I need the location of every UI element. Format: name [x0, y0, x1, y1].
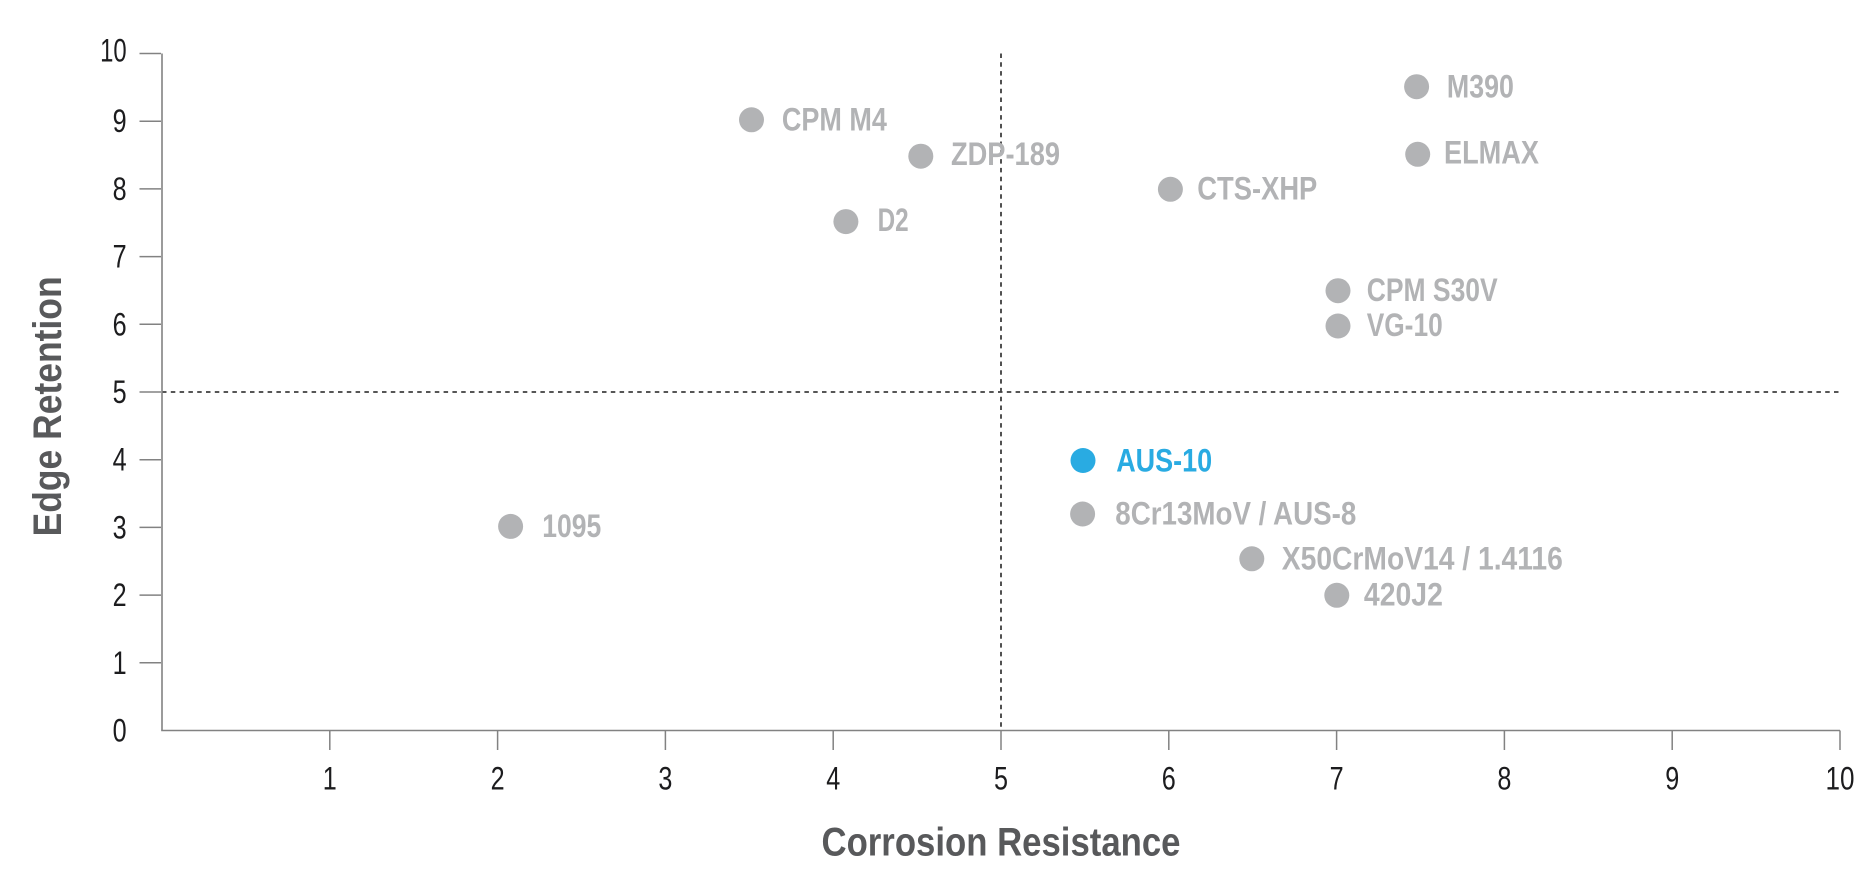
- svg-text:10: 10: [1826, 761, 1855, 797]
- svg-text:6: 6: [1162, 761, 1176, 797]
- svg-text:7: 7: [113, 239, 127, 275]
- svg-text:0: 0: [113, 713, 127, 749]
- svg-text:4: 4: [826, 761, 840, 797]
- svg-text:1: 1: [113, 645, 127, 681]
- svg-text:8Cr13MoV / AUS-8: 8Cr13MoV / AUS-8: [1115, 496, 1356, 532]
- svg-text:D2: D2: [878, 202, 909, 238]
- svg-text:VG-10: VG-10: [1367, 307, 1443, 343]
- svg-text:5: 5: [994, 761, 1008, 797]
- svg-text:1095: 1095: [542, 508, 601, 544]
- svg-text:Corrosion Resistance: Corrosion Resistance: [822, 821, 1181, 865]
- svg-text:Edge Retention: Edge Retention: [26, 276, 70, 536]
- svg-text:2: 2: [113, 577, 127, 613]
- svg-text:X50CrMoV14 / 1.4116: X50CrMoV14 / 1.4116: [1282, 540, 1563, 576]
- svg-text:5: 5: [113, 374, 127, 410]
- svg-text:8: 8: [113, 171, 127, 207]
- svg-text:CPM M4: CPM M4: [782, 101, 887, 137]
- svg-text:9: 9: [1665, 761, 1679, 797]
- svg-text:420J2: 420J2: [1364, 577, 1443, 613]
- svg-text:2: 2: [491, 761, 505, 797]
- svg-text:8: 8: [1497, 761, 1511, 797]
- svg-text:ZDP-189: ZDP-189: [951, 136, 1060, 172]
- svg-text:4: 4: [113, 442, 127, 478]
- svg-text:6: 6: [113, 306, 127, 342]
- svg-text:10: 10: [100, 33, 127, 69]
- svg-text:ELMAX: ELMAX: [1444, 135, 1540, 171]
- svg-text:CTS-XHP: CTS-XHP: [1197, 170, 1317, 206]
- svg-text:CPM S30V: CPM S30V: [1367, 272, 1499, 308]
- svg-text:1: 1: [323, 761, 337, 797]
- svg-text:9: 9: [113, 103, 127, 139]
- svg-text:M390: M390: [1447, 69, 1514, 105]
- svg-text:3: 3: [113, 509, 127, 545]
- svg-text:AUS-10: AUS-10: [1116, 442, 1212, 478]
- svg-text:3: 3: [658, 761, 672, 797]
- svg-text:7: 7: [1330, 761, 1344, 797]
